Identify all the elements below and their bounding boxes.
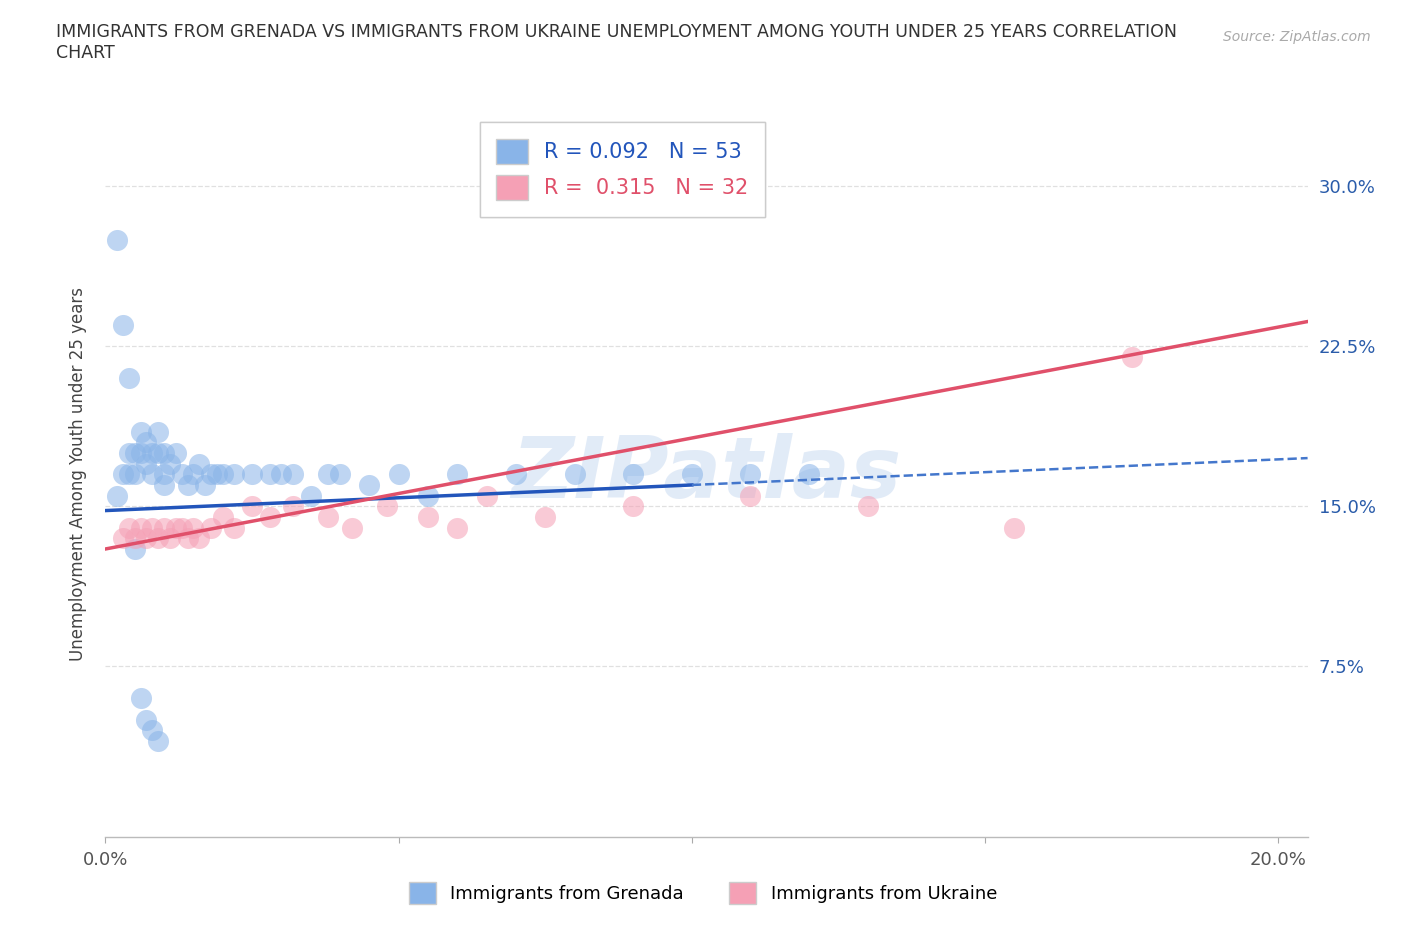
Point [375,498,398,513]
Point [856,498,879,513]
Point [564,467,586,482]
Point [211,467,233,482]
Point [141,520,163,535]
Point [240,467,263,482]
Point [224,467,246,482]
Point [105,488,128,503]
Point [135,712,157,727]
Point [112,317,135,332]
Point [141,467,163,482]
Point [148,445,170,460]
Point [316,510,339,525]
Text: ZIPatlas: ZIPatlas [512,432,901,516]
Point [259,467,281,482]
Point [129,424,152,439]
Point [446,520,468,535]
Point [112,467,135,482]
Point [281,467,304,482]
Point [129,691,152,706]
Point [148,531,170,546]
Point [281,498,304,513]
Point [505,467,527,482]
Point [200,520,222,535]
Point [129,445,152,460]
Legend: Immigrants from Grenada, Immigrants from Ukraine: Immigrants from Grenada, Immigrants from… [402,875,1004,911]
Point [148,734,170,749]
Point [388,467,411,482]
Point [188,457,211,472]
Point [124,531,146,546]
Point [135,531,157,546]
Point [148,424,170,439]
Point [211,510,233,525]
Point [240,498,263,513]
Point [270,467,292,482]
Point [153,445,176,460]
Point [1121,350,1143,365]
Point [259,510,281,525]
Point [135,457,157,472]
Point [200,467,222,482]
Point [359,477,381,492]
Point [1002,520,1025,535]
Point [183,520,205,535]
Point [118,467,141,482]
Point [416,510,439,525]
Point [621,498,644,513]
Text: IMMIGRANTS FROM GRENADA VS IMMIGRANTS FROM UKRAINE UNEMPLOYMENT AMONG YOUTH UNDE: IMMIGRANTS FROM GRENADA VS IMMIGRANTS FR… [56,23,1177,41]
Point [165,445,187,460]
Point [129,520,152,535]
Point [416,488,439,503]
Point [446,467,468,482]
Y-axis label: Unemployment Among Youth under 25 years: Unemployment Among Youth under 25 years [69,287,87,661]
Point [105,232,128,247]
Point [681,467,703,482]
Point [118,371,141,386]
Point [740,467,762,482]
Point [194,477,217,492]
Point [205,467,228,482]
Point [475,488,498,503]
Point [153,520,176,535]
Text: Source: ZipAtlas.com: Source: ZipAtlas.com [1223,30,1371,44]
Point [159,457,181,472]
Point [534,510,557,525]
Legend: R = 0.092   N = 53, R =  0.315   N = 32: R = 0.092 N = 53, R = 0.315 N = 32 [479,122,765,217]
Point [183,467,205,482]
Point [112,531,135,546]
Point [170,467,193,482]
Point [621,467,644,482]
Point [159,531,181,546]
Point [135,435,157,450]
Point [118,520,141,535]
Point [176,531,198,546]
Point [340,520,363,535]
Point [740,488,762,503]
Point [299,488,322,503]
Point [124,467,146,482]
Point [165,520,187,535]
Point [316,467,339,482]
Point [170,520,193,535]
Point [329,467,352,482]
Point [141,445,163,460]
Point [176,477,198,492]
Point [124,445,146,460]
Point [153,467,176,482]
Point [118,445,141,460]
Text: CHART: CHART [56,44,115,61]
Point [141,723,163,737]
Point [124,541,146,556]
Point [153,477,176,492]
Point [797,467,820,482]
Point [188,531,211,546]
Point [224,520,246,535]
